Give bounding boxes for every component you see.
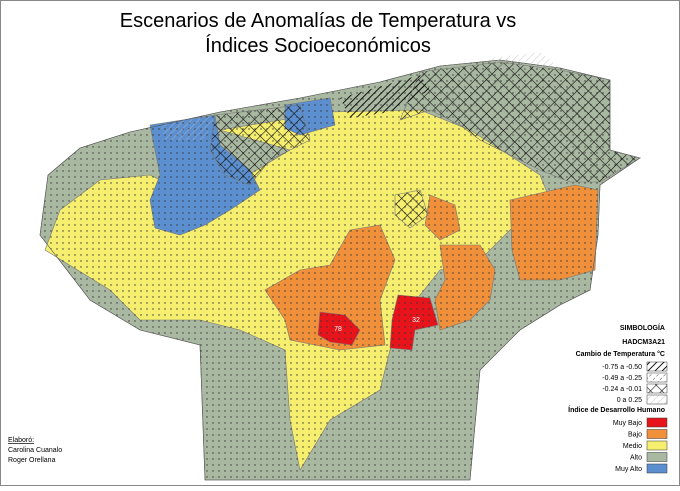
legend-label: Alto (630, 455, 642, 462)
legend-idh-title: Índice de Desarrollo Humano (568, 405, 665, 414)
credits-author: Carolina Cuanalo (8, 447, 62, 454)
legend-swatch (646, 452, 668, 462)
light-hatch-2 (490, 52, 560, 70)
legend-label: Bajo (628, 432, 642, 439)
map-label: 78 (334, 326, 342, 333)
hatch-strong (340, 75, 430, 118)
title-line-1: Escenarios de Anomalías de Temperatura v… (120, 10, 517, 32)
legend-scenario: HADCM3A21 (622, 339, 665, 346)
cross-hatch (399, 61, 641, 183)
dot-overlay (39, 59, 641, 481)
legend-label: Muy Bajo (613, 420, 642, 427)
legend-label: -0.75 a -0.50 (602, 364, 642, 371)
legend: SIMBOLOGÍA HADCM3A21 Cambio de Temperatu… (568, 323, 668, 474)
legend-swatch (646, 361, 668, 372)
legend-temp-title: Cambio de Temperatura °C (576, 350, 665, 358)
legend-swatch (646, 372, 668, 383)
legend-label: 0 a 0.25 (617, 397, 642, 404)
legend-label: Muy Alto (615, 466, 642, 473)
legend-label: Medio (623, 443, 642, 450)
legend-idh: Muy Bajo Bajo Medio Alto Muy Alto (613, 417, 668, 474)
legend-swatch (646, 463, 668, 474)
title-line-2: Índices Socioeconómicos (205, 34, 431, 57)
map (39, 52, 641, 481)
legend-swatch (646, 417, 668, 428)
credits-heading: Elaboró: (8, 437, 34, 444)
map-label: 32 (412, 317, 420, 324)
legend-label: -0.24 a -0.01 (602, 386, 642, 393)
legend-swatch (646, 383, 668, 394)
legend-swatch (646, 429, 668, 439)
legend-label: -0.49 a -0.25 (602, 375, 642, 382)
legend-heading: SIMBOLOGÍA (620, 323, 665, 332)
light-hatch (160, 115, 215, 140)
cross-hatch-2 (209, 104, 311, 186)
credits-author: Roger Orellana (8, 457, 56, 464)
cross-hatch-3 (394, 189, 429, 229)
legend-swatch (646, 440, 668, 451)
legend-swatch (646, 394, 668, 405)
